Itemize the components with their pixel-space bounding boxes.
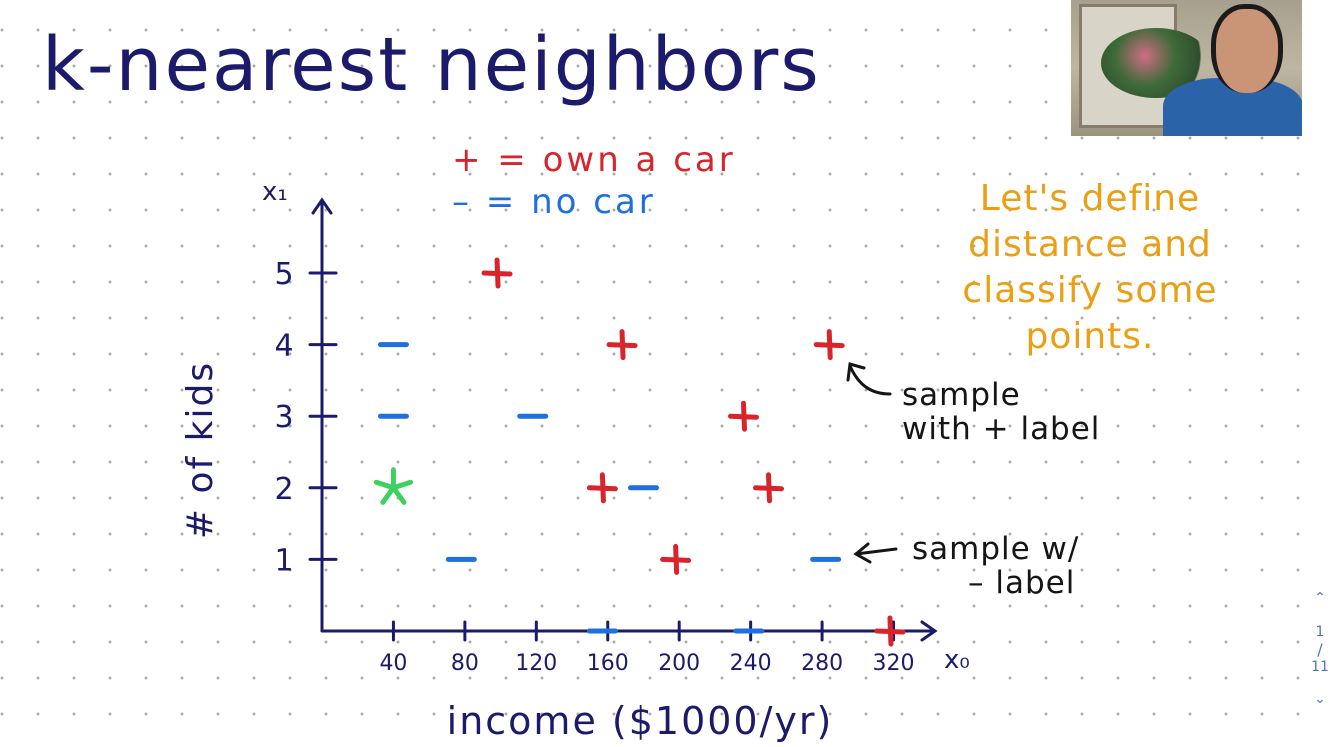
page-title: k-nearest neighbors [42, 22, 821, 108]
pager-current: 1 [1315, 624, 1325, 640]
x-tick-label: 200 [658, 651, 700, 676]
y-axis-arrowhead [311, 197, 333, 215]
annotation-minus-line2: – label [968, 565, 1076, 601]
arrow-to-plus-sample [848, 364, 892, 396]
plus-point-v [673, 543, 680, 575]
x-tick-label: 320 [873, 651, 915, 676]
arrow-to-minus-sample [854, 547, 898, 556]
plus-point-v [740, 400, 747, 432]
plot-axes: 40 80 120 160 200 240 280 320 1 2 3 4 5 x₀ x₁ income ($… [180, 177, 970, 743]
plus-point-v [494, 257, 501, 289]
chevron-down-icon[interactable]: ⌄ [1314, 691, 1326, 707]
annotation-minus-sample: sample w/ – label [912, 532, 1079, 600]
y-tick-label: 3 [274, 400, 293, 435]
plus-point-v [826, 329, 833, 361]
x-tick-label: 80 [451, 651, 479, 676]
annotation-plus-line1: sample [902, 377, 1021, 413]
pager-separator: / [1317, 640, 1323, 659]
plus-point [753, 472, 784, 504]
y-tick-label: 2 [274, 472, 293, 507]
x-tick-label: 240 [730, 651, 772, 676]
x-axis-label: income ($1000/yr) [447, 699, 834, 743]
plus-point-v [599, 472, 606, 504]
y-tick-label: 5 [274, 257, 293, 292]
x-tick-label: 160 [587, 651, 629, 676]
legend-plus-entry: + = own a car [452, 140, 736, 180]
plus-point [874, 615, 906, 647]
webcam-presenter-head [1211, 4, 1283, 93]
pager-total: 11 [1311, 659, 1329, 675]
y-tick-label: 4 [274, 329, 293, 364]
x-tick-label: 120 [515, 651, 557, 676]
y-axis-name: x₁ [262, 177, 288, 207]
plus-point [727, 400, 759, 432]
plus-point [606, 329, 638, 361]
query-star-arm [373, 479, 396, 491]
instruction-note: Let's define distance and classify some … [962, 178, 1218, 357]
x-tick-label: 40 [379, 651, 407, 676]
arrowhead-plus-sample [846, 362, 866, 382]
x-axis-arrowhead [920, 620, 938, 642]
plus-point [481, 257, 513, 289]
presenter-webcam-video [1071, 0, 1302, 136]
query-star-arm [390, 479, 414, 491]
plus-point-v [619, 329, 626, 361]
slide-pager: ⌃ 1 / 11 ⌄ [1306, 590, 1331, 711]
query-star-arm [390, 485, 407, 505]
annotation-plus-sample: sample with + label [902, 378, 1100, 446]
legend-minus-entry: – = no car [452, 182, 656, 222]
plus-point [660, 543, 692, 575]
query-star-arm [380, 485, 396, 505]
chevron-up-icon[interactable]: ⌃ [1314, 590, 1326, 606]
annotation-plus-line2: with + label [902, 411, 1101, 447]
plus-point [813, 329, 845, 361]
plus-point-v [887, 615, 894, 647]
y-tick-label: 1 [274, 543, 293, 578]
x-tick-label: 280 [801, 651, 843, 676]
plus-point [586, 472, 618, 504]
y-axis-label: # of kids [180, 361, 221, 539]
annotation-arrows [846, 362, 898, 564]
x-axis-name: x₀ [944, 645, 970, 675]
arrowhead-minus-sample [853, 542, 872, 564]
query-point [373, 467, 414, 505]
plot-marks [373, 257, 906, 647]
annotation-minus-line1: sample w/ [912, 531, 1080, 567]
plus-point-v [766, 472, 772, 504]
